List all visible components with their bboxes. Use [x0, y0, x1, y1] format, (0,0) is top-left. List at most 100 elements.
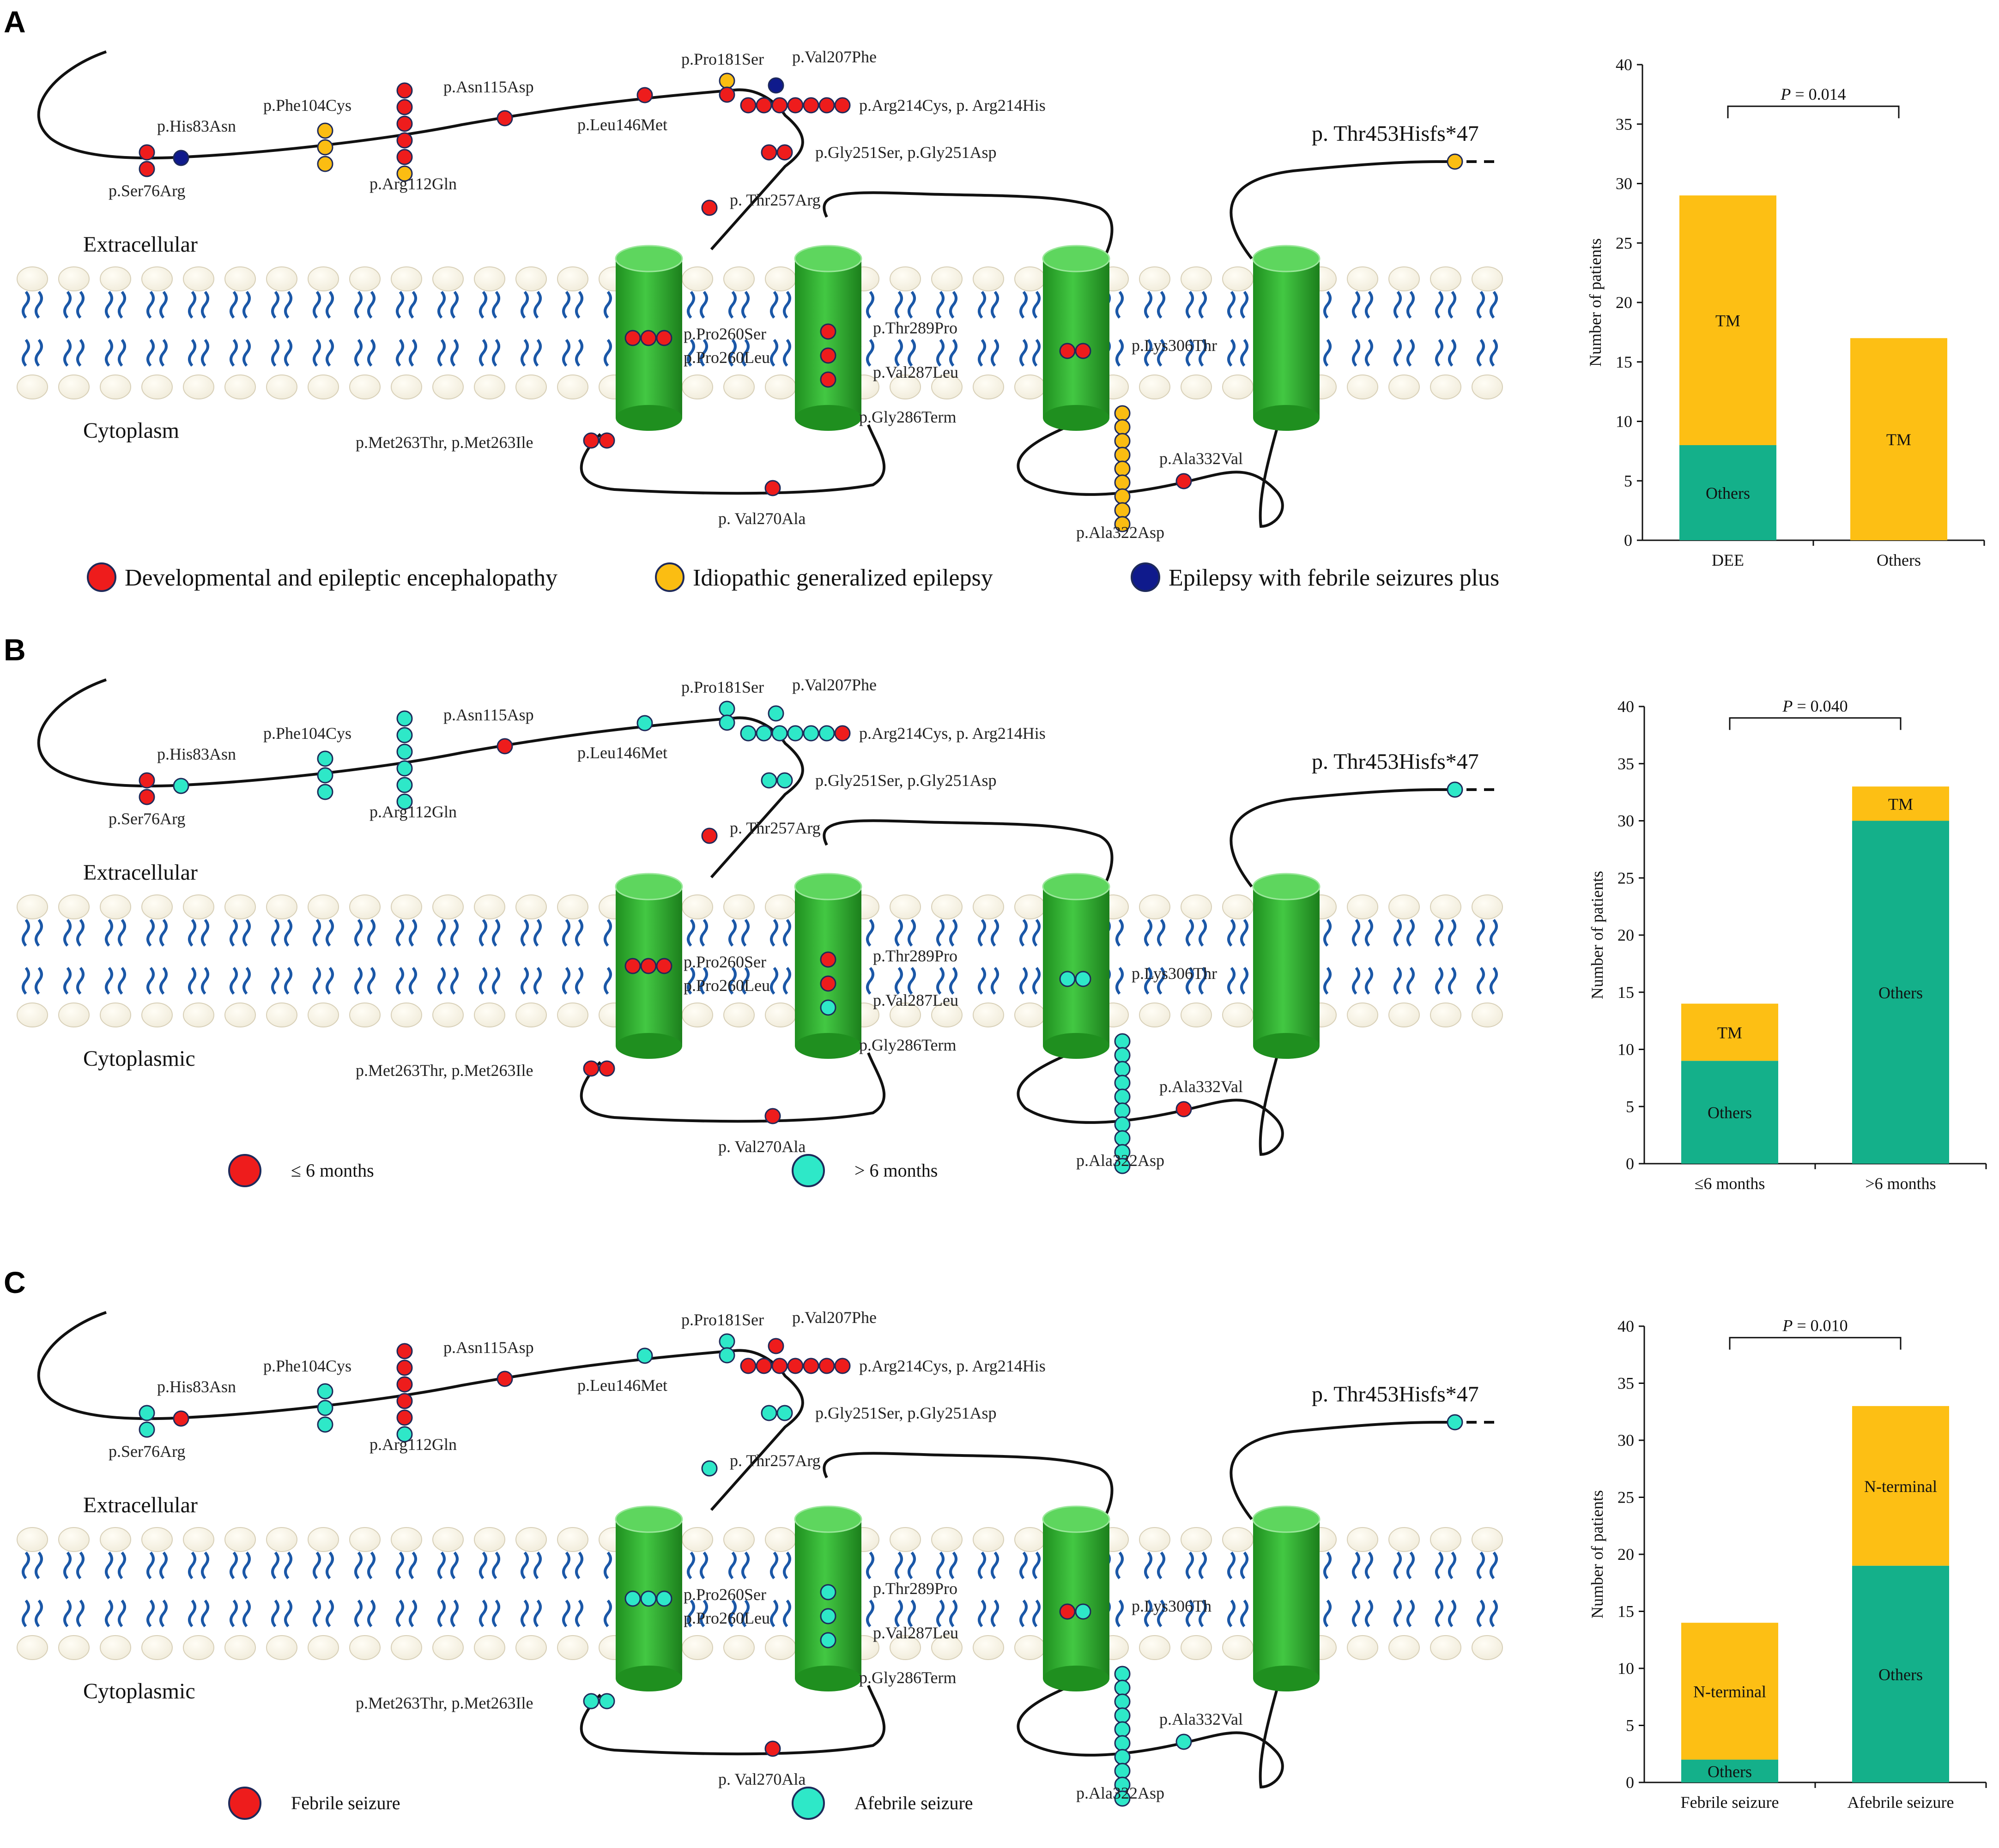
lipid-tail	[1199, 1600, 1207, 1627]
lipid-tail	[271, 919, 279, 947]
bar-n-terminal-1	[1852, 1406, 1949, 1566]
lipid-head	[432, 266, 464, 291]
lipid-head	[1472, 374, 1503, 399]
mutation-dot-ala322	[1114, 474, 1131, 491]
lipid-head	[765, 894, 796, 919]
mutation-dot-ala322	[1114, 1088, 1131, 1105]
helix-bottom	[1043, 1666, 1109, 1691]
mutation-dot-arg214	[740, 1358, 757, 1374]
lipid-head	[1430, 1003, 1461, 1027]
lipid-tail	[354, 1600, 363, 1627]
mutation-dot-ala322	[1114, 1033, 1131, 1050]
mutation-dot-ala322	[1114, 419, 1131, 435]
mutation-dot-arg112	[396, 760, 413, 777]
mutation-label: p.Asn115Asp	[443, 1338, 534, 1357]
lipid-tail	[1435, 1552, 1443, 1579]
lipid-tail	[63, 339, 72, 367]
lipid-tail	[409, 1552, 417, 1579]
mutation-label: p.Ala322Asp	[1076, 1151, 1164, 1170]
mutation-dot-ala322	[1114, 1693, 1131, 1710]
lipid-tail	[908, 919, 916, 947]
helix-top	[615, 1505, 683, 1533]
mutation-dot-arg112	[396, 115, 413, 132]
bar-tm-1	[1852, 786, 1949, 821]
lipid-tail	[159, 967, 168, 995]
mutation-label: p.Ala332Val	[1159, 449, 1243, 468]
mutation-label: p.Asn115Asp	[443, 78, 534, 96]
lipid-head	[1388, 1635, 1420, 1660]
mutation-dot-helix1	[624, 958, 641, 974]
lipid-tail	[1115, 339, 1124, 367]
mutation-dot-arg214	[740, 97, 757, 114]
mutation-label: p.Gly286Term	[859, 408, 956, 426]
lipid-tail	[1240, 339, 1248, 367]
mutation-label: p.Met263Thr, p.Met263Ile	[356, 1694, 533, 1712]
lipid-tail	[700, 291, 708, 319]
lipid-tail	[76, 967, 85, 995]
lipid-tail	[313, 967, 321, 995]
y-tick-label: 5	[1626, 1716, 1634, 1735]
bar-segment-label: TM	[1886, 430, 1911, 449]
helix-top	[794, 873, 862, 900]
lipid-head	[391, 1003, 422, 1027]
lipid-tail	[409, 1600, 417, 1627]
lipid-tail	[700, 967, 708, 995]
panel-label: C	[4, 1265, 26, 1299]
p-value-symbol: P	[1782, 1317, 1793, 1335]
lipid-tail	[1448, 1552, 1456, 1579]
panel-label: B	[4, 633, 26, 667]
lipid-tail	[354, 339, 363, 367]
protein-chain	[1017, 417, 1284, 528]
mutation-dot-thr257	[701, 199, 718, 216]
mutation-dot-phe104	[317, 1416, 333, 1433]
lipid-head	[1181, 894, 1212, 919]
lipid-tail	[1186, 967, 1194, 995]
lipid-tail	[396, 1600, 404, 1627]
lipid-head	[1472, 1527, 1503, 1552]
mutation-dot-helix2	[820, 347, 836, 364]
lipid-head	[1347, 1527, 1378, 1552]
lipid-tail	[367, 291, 376, 319]
y-tick-label: 25	[1616, 234, 1632, 252]
mutation-label: p.Pro260Ser	[684, 325, 766, 343]
lipid-tail	[437, 1552, 446, 1579]
lipid-head	[391, 894, 422, 919]
cytoplasm-label: Cytoplasm	[83, 418, 179, 443]
mutation-dot-val270	[764, 1108, 781, 1124]
lipid-tail	[949, 291, 957, 319]
lipid-head	[890, 894, 921, 919]
mutation-label: p.Arg112Gln	[370, 803, 457, 821]
mutation-label: p.Lys306Th	[1132, 1597, 1212, 1615]
mutation-label: p.Val287Leu	[873, 363, 958, 381]
lipid-tail	[728, 339, 737, 367]
lipid-tail	[700, 1600, 708, 1627]
lipid-head	[141, 1003, 173, 1027]
lipid-tail	[604, 1600, 612, 1627]
lipid-tail	[450, 967, 459, 995]
mutation-dot-ala322	[1114, 488, 1131, 505]
lipid-tail	[22, 291, 30, 319]
bar-chart-a: 0 5 10 15 20 25 30 35 40 Number of patients DEE Oth…	[1586, 55, 1985, 569]
lipid-tail	[76, 339, 85, 367]
lipid-tail	[1393, 291, 1402, 319]
mutation-dot-ala322	[1114, 1061, 1131, 1077]
mutation-dot-thr257	[701, 1460, 718, 1477]
lipid-tail	[700, 1552, 708, 1579]
mutation-dot-helix1	[640, 330, 657, 346]
lipid-tail	[492, 339, 500, 367]
mutation-dot-arg112	[396, 1343, 413, 1359]
lipid-tail	[146, 1600, 155, 1627]
mutation-dot-ala332	[1175, 1101, 1192, 1117]
bar-segment-label: Others	[1708, 1104, 1752, 1122]
lipid-tail	[284, 967, 292, 995]
lipid-tail	[326, 339, 334, 367]
lipid-tail	[1240, 967, 1248, 995]
lipid-tail	[991, 1552, 999, 1579]
y-tick-label: 30	[1617, 812, 1634, 830]
lipid-tail	[1365, 1600, 1373, 1627]
lipid-tail	[575, 1552, 583, 1579]
lipid-head	[432, 1003, 464, 1027]
lipid-tail	[35, 1552, 43, 1579]
lipid-head	[1430, 1635, 1461, 1660]
lipid-tail	[1115, 1552, 1124, 1579]
